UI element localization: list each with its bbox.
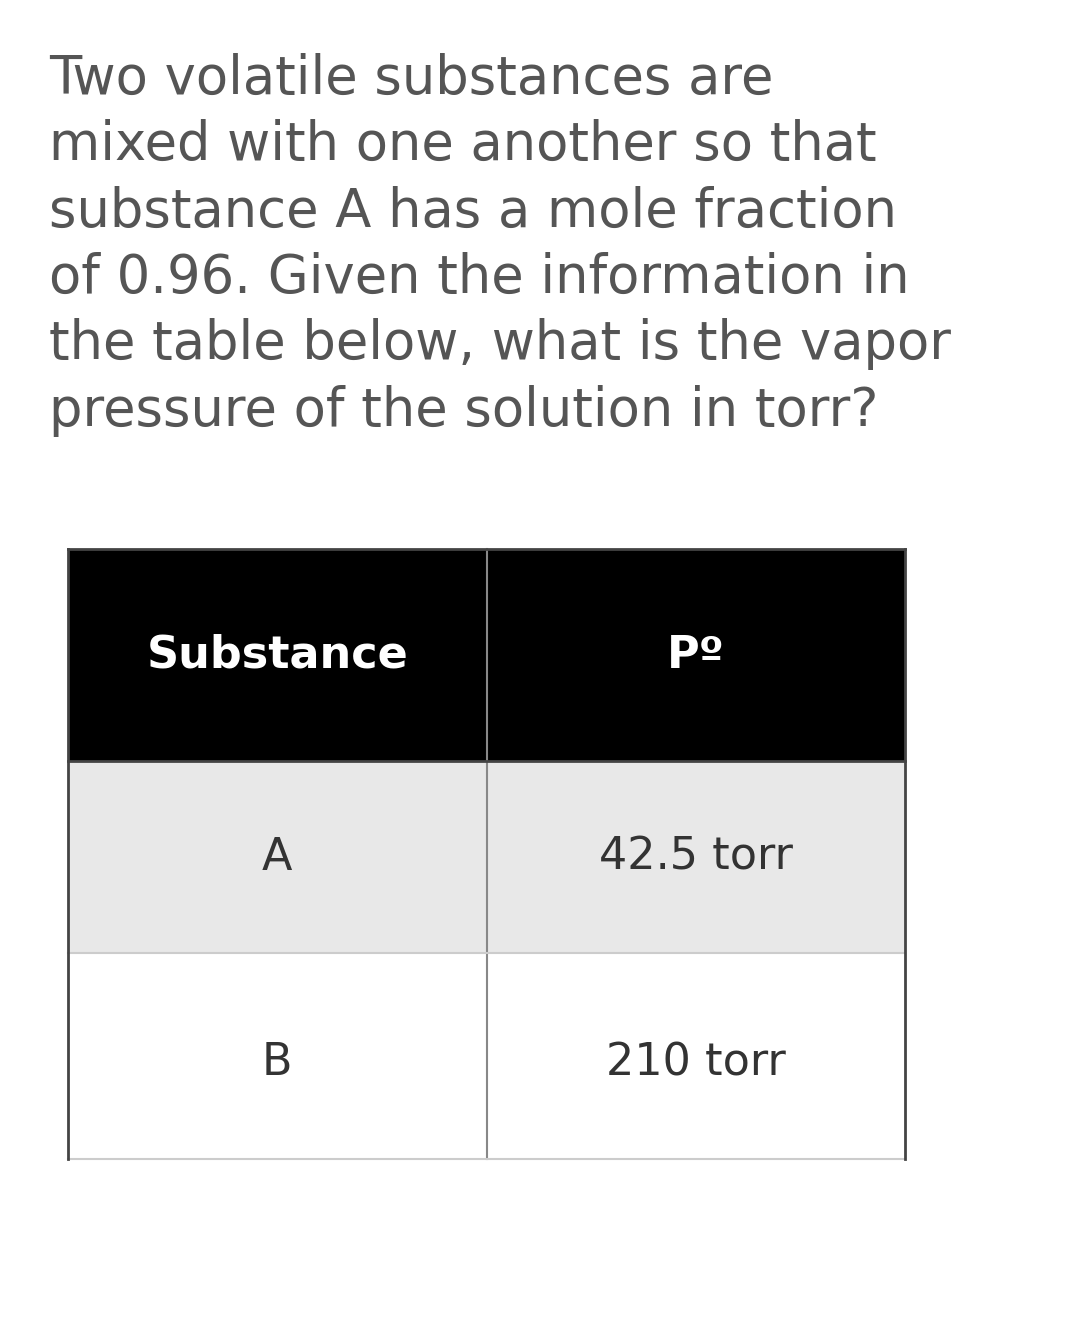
Text: Two volatile substances are
mixed with one another so that
substance A has a mol: Two volatile substances are mixed with o… [49, 53, 950, 437]
Text: Substance: Substance [147, 634, 408, 677]
Bar [68, 761, 905, 953]
Bar [68, 549, 905, 761]
Bar [68, 967, 905, 1158]
Text: A: A [262, 835, 293, 879]
Text: 210 torr: 210 torr [606, 1041, 786, 1084]
Text: 42.5 torr: 42.5 torr [598, 835, 793, 879]
Text: B: B [262, 1041, 293, 1084]
Text: Pº: Pº [667, 634, 725, 677]
